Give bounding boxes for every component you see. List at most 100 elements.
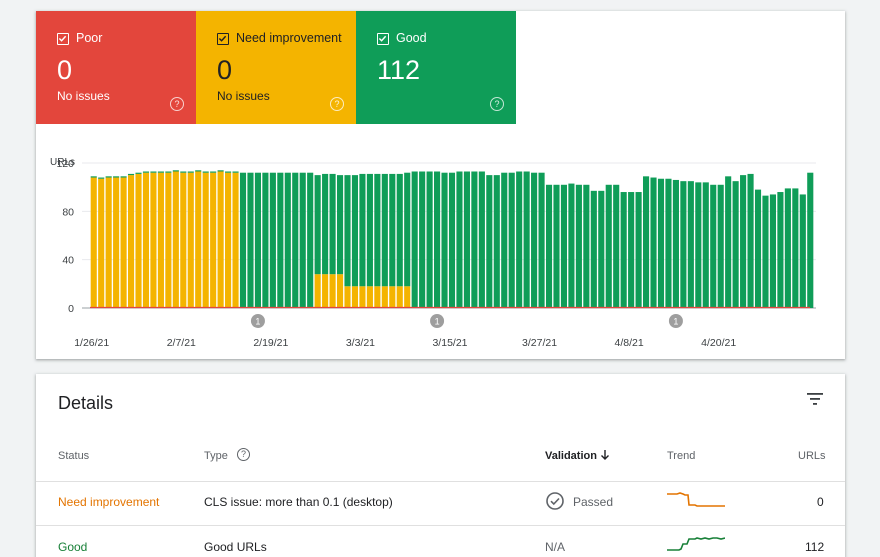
bar-need-improvement[interactable]	[344, 286, 351, 308]
bar-need-improvement[interactable]	[195, 171, 202, 308]
bar-need-improvement[interactable]	[404, 286, 411, 308]
bar-need-improvement[interactable]	[127, 175, 135, 308]
bar-need-improvement[interactable]	[232, 172, 239, 308]
bar-good[interactable]	[538, 172, 545, 308]
bar-good[interactable]	[740, 175, 747, 308]
bar-good[interactable]	[583, 184, 590, 308]
bar-good[interactable]	[366, 173, 373, 287]
bar-good[interactable]	[120, 176, 127, 178]
bar-need-improvement[interactable]	[389, 286, 396, 308]
bar-good[interactable]	[702, 182, 709, 308]
validation-column-header[interactable]: Validation	[545, 450, 597, 462]
bar-good[interactable]	[680, 181, 687, 308]
bar-good[interactable]	[710, 184, 717, 308]
annotation-marker-dot[interactable]	[250, 314, 265, 328]
bar-good[interactable]	[747, 173, 754, 308]
bar-need-improvement[interactable]	[150, 172, 157, 308]
bar-need-improvement[interactable]	[351, 286, 359, 308]
sort-arrow-down-icon[interactable]	[599, 449, 611, 461]
poor-help-icon[interactable]: ?	[170, 97, 184, 111]
bar-good[interactable]	[434, 171, 441, 308]
bar-good[interactable]	[792, 188, 799, 308]
type-help-icon[interactable]: ?	[237, 448, 250, 461]
bar-good[interactable]	[284, 172, 291, 308]
bar-good[interactable]	[516, 171, 523, 308]
bar-need-improvement[interactable]	[329, 274, 336, 308]
bar-good[interactable]	[90, 176, 97, 178]
bar-good[interactable]	[307, 172, 314, 308]
type-column-header[interactable]: Type	[204, 450, 228, 462]
bar-good[interactable]	[598, 190, 605, 308]
filter-icon[interactable]	[806, 392, 824, 406]
bar-good[interactable]	[411, 171, 418, 308]
bar-good[interactable]	[157, 171, 164, 173]
bar-need-improvement[interactable]	[381, 286, 388, 308]
bar-good[interactable]	[247, 172, 254, 308]
bar-good[interactable]	[448, 172, 456, 308]
bar-good[interactable]	[336, 175, 344, 275]
bar-good[interactable]	[172, 170, 179, 172]
bar-good[interactable]	[784, 188, 791, 308]
bar-good[interactable]	[493, 175, 500, 308]
status-column-header[interactable]: Status	[58, 450, 90, 462]
bar-good[interactable]	[262, 172, 269, 308]
bar-good[interactable]	[322, 173, 329, 275]
bar-good[interactable]	[762, 195, 769, 308]
bar-good[interactable]	[127, 173, 135, 176]
bar-good[interactable]	[725, 176, 732, 308]
bar-need-improvement[interactable]	[217, 171, 224, 308]
bar-good[interactable]	[568, 183, 575, 308]
bar-need-improvement[interactable]	[98, 178, 105, 308]
bar-good[interactable]	[553, 184, 560, 308]
bar-good[interactable]	[575, 184, 582, 308]
bar-good[interactable]	[389, 173, 396, 287]
annotation-marker-dot[interactable]	[430, 314, 445, 328]
bar-need-improvement[interactable]	[120, 177, 127, 308]
bar-good[interactable]	[508, 172, 515, 308]
annotation-marker[interactable]: 1	[668, 314, 683, 328]
bar-good[interactable]	[105, 176, 112, 178]
bar-good[interactable]	[396, 173, 403, 287]
bar-good[interactable]	[799, 194, 806, 308]
bar-good[interactable]	[777, 192, 784, 308]
bar-good[interactable]	[478, 171, 485, 308]
bar-good[interactable]	[135, 172, 142, 174]
bar-good[interactable]	[269, 172, 276, 308]
bar-good[interactable]	[807, 172, 814, 308]
bar-good[interactable]	[217, 170, 224, 172]
bar-good[interactable]	[590, 190, 597, 308]
bar-need-improvement[interactable]	[210, 172, 217, 308]
bar-need-improvement[interactable]	[366, 286, 373, 308]
annotation-marker[interactable]: 1	[430, 314, 445, 328]
bar-good[interactable]	[523, 171, 530, 308]
bar-good[interactable]	[769, 194, 777, 308]
bar-good[interactable]	[545, 184, 553, 308]
bar-need-improvement[interactable]	[90, 177, 97, 308]
bar-good[interactable]	[695, 182, 702, 308]
bar-good[interactable]	[98, 177, 105, 179]
need-improvement-checkbox-icon[interactable]	[217, 33, 229, 45]
bar-need-improvement[interactable]	[202, 172, 209, 308]
bar-good[interactable]	[180, 171, 187, 173]
good-tile[interactable]: Good 112 ?	[356, 11, 516, 124]
bar-good[interactable]	[635, 192, 642, 308]
bar-good[interactable]	[560, 184, 568, 308]
bar-good[interactable]	[732, 181, 739, 308]
bar-good[interactable]	[419, 171, 426, 308]
bar-good[interactable]	[165, 171, 172, 173]
bar-good[interactable]	[687, 181, 694, 308]
bar-good[interactable]	[381, 173, 388, 287]
bar-good[interactable]	[254, 172, 261, 308]
bar-good[interactable]	[225, 171, 232, 173]
bar-good[interactable]	[195, 170, 202, 172]
bar-need-improvement[interactable]	[359, 286, 366, 308]
bar-good[interactable]	[344, 175, 351, 287]
bar-good[interactable]	[202, 171, 209, 173]
bar-good[interactable]	[239, 172, 247, 308]
bar-good[interactable]	[531, 172, 538, 308]
bar-need-improvement[interactable]	[165, 172, 172, 308]
bar-need-improvement[interactable]	[187, 172, 194, 308]
bar-need-improvement[interactable]	[322, 274, 329, 308]
good-help-icon[interactable]: ?	[490, 97, 504, 111]
bar-good[interactable]	[613, 184, 620, 308]
